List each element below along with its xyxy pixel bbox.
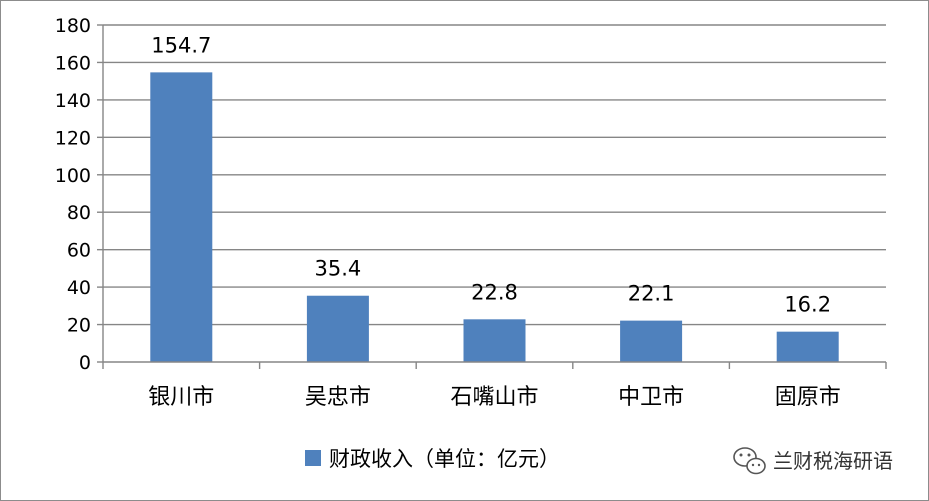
bars [150, 72, 839, 363]
x-category-label: 石嘴山市 [450, 385, 538, 410]
y-tick-label: 140 [55, 90, 91, 112]
y-tick-label: 60 [67, 240, 91, 262]
bar [306, 295, 369, 362]
y-tick-label: 100 [55, 165, 91, 187]
bar [620, 320, 683, 362]
data-label: 22.8 [471, 280, 518, 304]
axes [97, 24, 887, 369]
wechat-icon [733, 447, 766, 475]
y-tick-label: 20 [67, 315, 91, 337]
bar [776, 331, 839, 362]
y-tick-label: 120 [55, 127, 91, 149]
y-tick-label: 40 [67, 277, 91, 299]
gridlines [103, 24, 886, 326]
x-category-label: 吴忠市 [305, 385, 371, 410]
y-tick-label: 160 [55, 52, 91, 74]
x-category-label: 固原市 [775, 385, 841, 410]
bar [463, 319, 526, 362]
y-tick-label: 180 [55, 15, 91, 37]
data-label: 154.7 [151, 33, 211, 57]
legend-swatch [305, 450, 321, 466]
y-tick-label: 0 [79, 352, 91, 374]
legend: 财政收入（单位：亿元） [305, 447, 560, 471]
y-tick-label: 80 [67, 202, 91, 224]
bar [150, 72, 213, 363]
data-label: 16.2 [784, 293, 831, 317]
x-category-label: 银川市 [148, 385, 214, 410]
watermark: 兰财税海研语 [733, 447, 893, 475]
legend-label: 财政收入（单位：亿元） [329, 447, 560, 471]
data-label: 35.4 [315, 257, 362, 281]
x-category-label: 中卫市 [618, 385, 684, 410]
data-label: 22.1 [628, 282, 675, 306]
labels: 0 20 40 60 80 100 120 140 160 180 154.7 银川市 35.4 吴忠市 2… [55, 15, 841, 410]
watermark-text: 兰财税海研语 [773, 449, 893, 473]
